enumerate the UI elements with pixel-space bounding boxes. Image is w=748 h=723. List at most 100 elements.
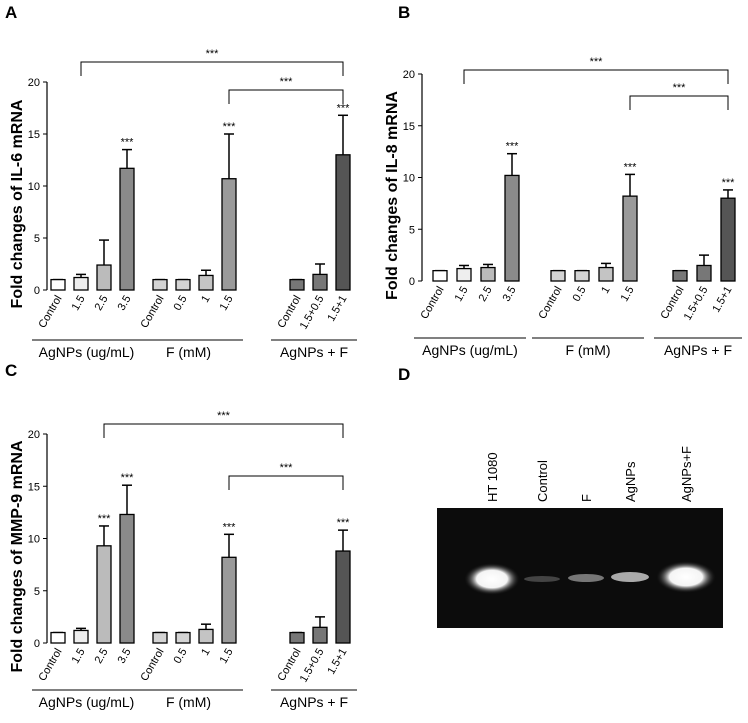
panel-letter: B: [398, 3, 410, 22]
bracket: [80, 61, 344, 76]
x-tick-label: 3.5: [116, 294, 134, 313]
bracket: [103, 423, 344, 438]
y-tick-label: 0: [34, 638, 40, 650]
y-tick-label: 20: [28, 77, 40, 89]
group-label: AgNPs + F: [280, 344, 348, 360]
bar: [480, 266, 496, 282]
group-label: AgNPs + F: [280, 694, 348, 710]
bar: [73, 276, 89, 291]
bar: [119, 167, 135, 291]
bar: [96, 545, 112, 644]
significance: ***: [506, 141, 520, 153]
x-tick-label: Control: [36, 294, 64, 331]
bar: [504, 174, 520, 282]
x-tick-label: 2.5: [93, 647, 111, 666]
lane-label: HT 1080: [485, 452, 500, 502]
bar: [622, 195, 638, 282]
x-tick-label: 2.5: [477, 285, 495, 304]
x-tick-label: Control: [36, 647, 64, 684]
bar: [175, 278, 191, 291]
bar: [152, 278, 168, 291]
x-tick-label: Control: [138, 647, 166, 684]
bracket: [228, 475, 344, 490]
bar: [73, 629, 89, 644]
bar: [335, 154, 351, 291]
y-tick-label: 15: [28, 481, 40, 493]
x-tick-label: 0.5: [571, 285, 589, 304]
gel-band: [524, 576, 560, 582]
bar: [198, 274, 214, 291]
y-tick-label: 20: [403, 69, 415, 81]
bracket: [228, 89, 344, 104]
y-tick-label: 0: [34, 285, 40, 297]
x-tick-label: 3.5: [116, 647, 134, 666]
y-tick-label: 10: [28, 534, 40, 546]
x-tick-label: 1.5+1: [710, 285, 734, 315]
x-tick-label: 1: [199, 647, 212, 658]
x-tick-label: 1.5: [218, 647, 236, 666]
bar: [50, 631, 66, 644]
x-tick-label: Control: [418, 285, 446, 322]
bar: [289, 631, 305, 644]
bracket: [629, 95, 729, 110]
x-tick-label: 0.5: [172, 647, 190, 666]
bar: [720, 197, 736, 282]
lane-label: F: [579, 494, 594, 502]
group-label: F (mM): [565, 342, 610, 358]
bracket-label: ***: [590, 56, 604, 68]
gel-panel: D HT 1080 Control F AgNPs AgNPs+F: [398, 365, 723, 628]
significance: ***: [121, 472, 135, 484]
x-tick-label: 1.5: [218, 294, 236, 313]
bracket-label: ***: [673, 82, 687, 94]
bar: [119, 513, 135, 644]
x-tick-label: 0.5: [172, 294, 190, 313]
panel-letter: D: [398, 365, 410, 384]
group-label: AgNPs (ug/mL): [39, 694, 135, 710]
group-label: AgNPs + F: [664, 342, 732, 358]
panel-letter: A: [5, 3, 17, 22]
lane-label: AgNPs+F: [679, 446, 694, 502]
significance: ***: [98, 513, 112, 525]
bar: [152, 631, 168, 644]
y-axis-title: Fold changes of IL-6 mRNA: [9, 99, 26, 308]
bar: [696, 264, 712, 282]
bar: [432, 269, 448, 282]
y-axis-title: Fold changes of IL-8 mRNA: [384, 91, 401, 300]
significance: ***: [337, 102, 351, 114]
y-tick-label: 10: [28, 181, 40, 193]
group-label: F (mM): [166, 344, 211, 360]
lane-label: AgNPs: [623, 461, 638, 502]
bar: [221, 178, 237, 291]
x-tick-label: Control: [138, 294, 166, 331]
significance: ***: [337, 517, 351, 529]
x-tick-label: 1.5: [619, 285, 637, 304]
bar: [198, 628, 214, 644]
y-tick-label: 0: [409, 276, 415, 288]
bracket: [463, 69, 729, 84]
y-tick-label: 5: [409, 224, 415, 236]
x-tick-label: 1.5: [70, 294, 88, 313]
y-axis-title: Fold changes of MMP-9 mRNA: [9, 440, 26, 672]
bracket-label: ***: [206, 48, 220, 60]
bar: [175, 631, 191, 644]
y-tick-label: 20: [28, 429, 40, 441]
bar: [672, 269, 688, 282]
x-tick-label: 1: [599, 285, 612, 296]
significance: ***: [121, 137, 135, 149]
bar: [312, 626, 328, 644]
bar: [574, 269, 590, 282]
y-tick-label: 10: [403, 173, 415, 185]
group-label: AgNPs (ug/mL): [39, 344, 135, 360]
bar: [289, 278, 305, 291]
significance: ***: [624, 161, 638, 173]
group-label: F (mM): [166, 694, 211, 710]
x-tick-label: 3.5: [501, 285, 519, 304]
significance: ***: [722, 177, 736, 189]
bar: [335, 550, 351, 644]
bracket-label: ***: [280, 76, 294, 88]
x-tick-label: 1.5: [70, 647, 88, 666]
gel-band: [568, 574, 604, 582]
x-tick-label: 1.5: [453, 285, 471, 304]
y-tick-label: 5: [34, 586, 40, 598]
